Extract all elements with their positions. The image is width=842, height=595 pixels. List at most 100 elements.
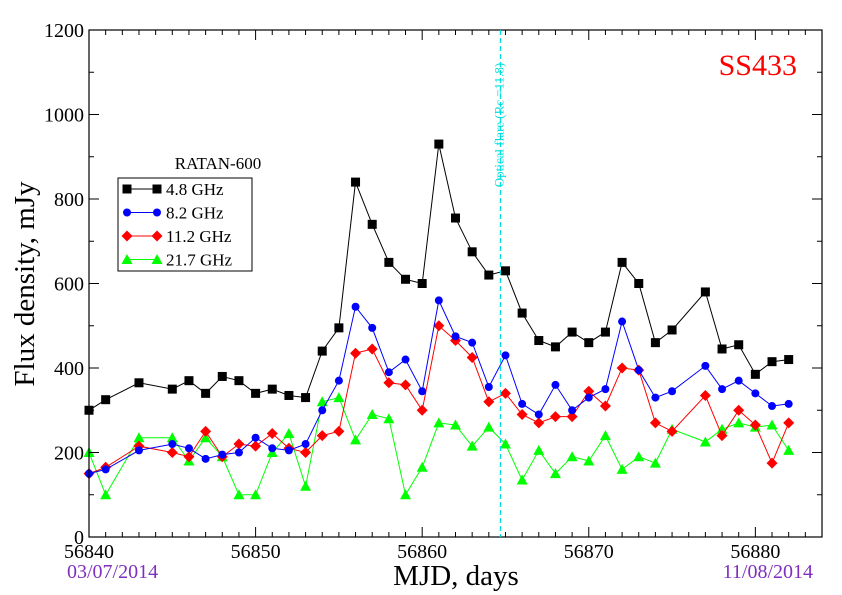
data-point [168,440,177,449]
data-point [516,474,528,485]
ticks-layer: 56840 56850 56860 56870 56880 0 200 400 600 800 10… [44,20,823,563]
data-point [351,177,361,187]
data-point [500,266,510,276]
data-point [250,489,262,500]
data-point [751,389,760,398]
series-11-2-ghz [83,320,795,480]
series-line [88,298,789,475]
data-point [300,447,312,458]
data-point [400,489,412,500]
data-point [466,440,478,451]
data-point [350,347,362,359]
data-point [351,302,360,311]
data-point [368,323,377,332]
data-point [267,384,277,394]
data-point [567,327,577,337]
plot-frame [88,29,823,538]
data-point [401,355,410,364]
data-point [251,433,260,442]
data-point [716,430,728,442]
data-point [616,362,628,374]
x-tick-label: 56880 [730,541,780,563]
data-point [784,399,793,408]
data-point [101,395,111,405]
data-point [651,393,660,402]
data-point [584,338,594,348]
legend-marker [152,184,162,194]
flare-annotation: Optical flare (Rc =11.8) [491,30,506,537]
data-point [766,457,778,469]
data-point [251,388,261,398]
data-point [650,338,660,348]
data-point [166,447,178,458]
data-point [749,419,761,431]
data-point [750,369,760,379]
data-point [434,296,443,305]
data-point [318,406,327,415]
legend-title: RATAN-600 [175,154,261,173]
data-point [100,489,112,500]
legend-label: 11.2 GHz [166,227,232,246]
data-point [383,377,395,389]
data-point [701,361,710,370]
data-point [418,387,427,396]
data-point [433,320,445,332]
data-point [367,219,377,229]
flare-label: Optical flare (Rc =11.8) [491,63,506,188]
legend-label: 8.2 GHz [166,204,224,223]
data-point [700,287,710,297]
y-tick-label: 400 [54,358,84,380]
data-point [484,383,493,392]
y-tick-label: 800 [54,189,84,211]
data-point [201,388,211,398]
data-point [584,393,593,402]
data-point [416,461,428,472]
series-8-2-ghz [85,296,793,478]
data-point [566,451,578,462]
data-point [499,387,511,399]
data-point [518,399,527,408]
legend-marker [123,208,131,217]
data-point [384,257,394,267]
data-point [200,432,212,443]
data-point [483,396,495,408]
data-point [317,346,327,356]
data-point [549,468,561,479]
legend-entry: 8.2 GHz [123,204,224,223]
data-point [583,455,595,466]
data-point [416,404,428,416]
data-point [600,327,610,337]
data-point [268,444,277,453]
legend-label: 4.8 GHz [166,180,224,199]
legend-marker [151,230,163,242]
data-point [699,436,711,447]
data-point [334,323,344,333]
data-point [583,385,595,397]
data-point [499,438,511,449]
data-point [201,454,210,463]
data-point [467,247,477,257]
data-point [450,419,461,430]
data-point [183,451,195,463]
data-point [599,430,611,441]
data-point [233,438,245,450]
data-point [283,427,295,438]
data-point [301,440,310,449]
data-point [599,400,611,412]
data-point [668,387,677,396]
data-point [483,421,495,432]
data-point [284,446,293,455]
y-tick-label: 200 [54,443,84,465]
data-point [350,434,362,445]
data-point [384,368,393,377]
series-line [88,397,790,497]
data-point [734,376,743,385]
data-point [767,357,777,367]
legend-marker [122,184,132,194]
data-point [333,392,345,403]
data-point [618,317,627,326]
data-point [234,448,243,457]
data-point [649,417,661,429]
data-point [451,332,460,341]
data-point [184,376,194,386]
